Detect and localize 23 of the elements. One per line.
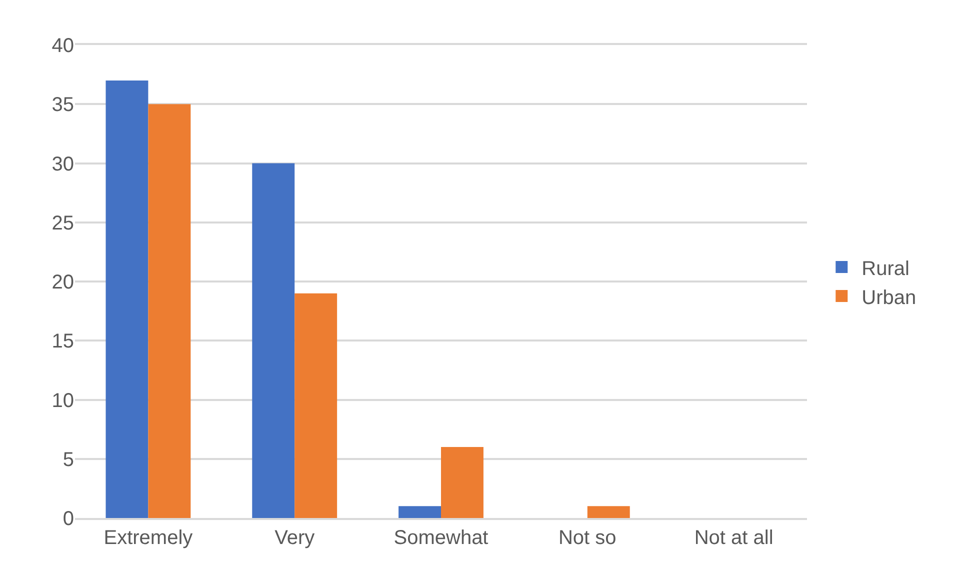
legend-label: Urban (862, 286, 916, 309)
bar (148, 104, 191, 518)
bar (294, 293, 338, 518)
y-tick-label: 15 (52, 330, 74, 353)
y-tick-label: 20 (52, 272, 74, 294)
y-tick-label: 30 (52, 153, 74, 176)
x-tick-label: Not at all (694, 527, 774, 549)
x-tick-label: Not so (558, 527, 616, 549)
y-tick-label: 5 (62, 448, 74, 471)
legend-label: Rural (862, 258, 910, 280)
bar (252, 163, 295, 518)
y-tick-label: 40 (52, 35, 74, 57)
y-tick-label: 0 (62, 508, 74, 530)
bar (398, 506, 441, 518)
bar (441, 447, 484, 518)
x-tick-label: Extremely (104, 527, 193, 549)
bar (587, 506, 630, 518)
y-tick-label: 25 (52, 212, 74, 234)
y-tick-label: 35 (52, 94, 74, 116)
x-tick-label: Somewhat (394, 527, 489, 549)
x-tick-label: Very (274, 527, 315, 549)
y-tick-label: 10 (52, 390, 74, 412)
bar (106, 80, 148, 518)
